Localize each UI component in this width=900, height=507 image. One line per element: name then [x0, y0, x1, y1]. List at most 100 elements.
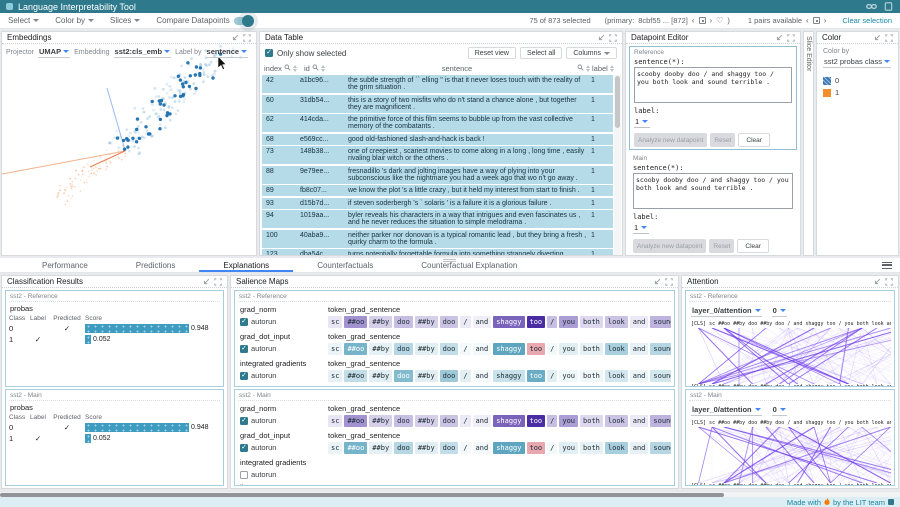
salience-token[interactable]: and: [629, 442, 649, 454]
reset-view-button[interactable]: Reset view: [467, 47, 516, 59]
salience-token[interactable]: shaggy: [493, 442, 525, 454]
salience-token[interactable]: shaggy: [493, 343, 525, 355]
layer-select[interactable]: layer_0/attention: [691, 405, 762, 416]
maximize-icon[interactable]: [665, 277, 673, 286]
next-datapoint-icon[interactable]: ›: [709, 16, 713, 25]
autorun-checkbox[interactable]: ✓: [240, 371, 248, 380]
slice-editor-tab[interactable]: Slice Editor: [803, 31, 814, 256]
salience-token[interactable]: doo: [394, 370, 413, 382]
minimize-icon[interactable]: [873, 34, 881, 42]
salience-token[interactable]: and: [629, 343, 649, 355]
salience-token[interactable]: sc: [328, 343, 343, 355]
embedding-select[interactable]: sst2:cls_emb: [113, 47, 172, 58]
label-select[interactable]: 1: [634, 117, 651, 128]
only-show-selected-checkbox[interactable]: ✓: [265, 49, 273, 57]
tab-predictions[interactable]: Predictions: [135, 260, 176, 270]
salience-token[interactable]: ##oo: [344, 370, 368, 382]
salience-token[interactable]: doo: [394, 415, 413, 427]
search-icon[interactable]: [284, 64, 291, 73]
table-scrollbar[interactable]: [614, 75, 621, 255]
salience-token[interactable]: doo: [439, 316, 459, 328]
salience-token[interactable]: ##oo: [344, 442, 368, 454]
maximize-icon[interactable]: [214, 277, 222, 286]
salience-token[interactable]: you: [559, 343, 579, 355]
horizontal-scrollbar[interactable]: [0, 491, 900, 497]
salience-token[interactable]: /: [547, 370, 558, 382]
menu-select[interactable]: Select: [8, 16, 40, 25]
table-row[interactable]: 100 40aba9... neither parker nor donovan i…: [262, 229, 613, 248]
salience-token[interactable]: ##by: [369, 370, 393, 382]
salience-token[interactable]: sound: [650, 442, 671, 454]
maximize-icon[interactable]: [885, 33, 893, 42]
divider-handle[interactable]: [443, 259, 456, 262]
search-icon[interactable]: [577, 64, 584, 73]
sort-icon[interactable]: [609, 65, 614, 72]
salience-token[interactable]: and: [629, 316, 649, 328]
maximize-icon[interactable]: [787, 33, 795, 42]
salience-token[interactable]: both: [580, 343, 603, 355]
salience-token[interactable]: look: [604, 343, 628, 355]
sort-icon[interactable]: [292, 65, 297, 72]
salience-token[interactable]: /: [547, 343, 558, 355]
salience-token[interactable]: /: [460, 370, 471, 382]
maximize-icon[interactable]: [885, 277, 893, 286]
salience-token[interactable]: too: [526, 442, 546, 454]
table-row[interactable]: 89 fb8c07... we know the plot 's a little …: [262, 185, 613, 196]
salience-token[interactable]: /: [460, 415, 471, 427]
favorite-icon[interactable]: ♡: [716, 16, 724, 25]
salience-token[interactable]: doo: [439, 370, 459, 382]
clear-button[interactable]: Clear: [737, 239, 769, 253]
focus-datapoint-icon[interactable]: [698, 17, 706, 24]
salience-token[interactable]: doo: [394, 316, 413, 328]
salience-token[interactable]: ##by: [414, 442, 438, 454]
maximize-icon[interactable]: [609, 33, 617, 42]
autorun-checkbox[interactable]: ✓: [240, 416, 248, 425]
salience-token[interactable]: and: [472, 316, 492, 328]
salience-token[interactable]: you: [559, 415, 579, 427]
salience-token[interactable]: /: [547, 316, 558, 328]
salience-token[interactable]: and: [472, 442, 492, 454]
salience-token[interactable]: sound: [650, 316, 671, 328]
salience-token[interactable]: and: [629, 370, 649, 382]
tab-counterfactual-explanation[interactable]: Counterfactual Explanation: [421, 260, 518, 270]
salience-token[interactable]: too: [526, 343, 546, 355]
columns-button[interactable]: Columns: [566, 47, 617, 59]
salience-token[interactable]: /: [547, 442, 558, 454]
minimize-icon[interactable]: [231, 34, 239, 42]
salience-token[interactable]: shaggy: [493, 370, 525, 382]
salience-token[interactable]: look: [604, 316, 628, 328]
salience-token[interactable]: sound: [650, 370, 671, 382]
salience-token[interactable]: ##oo: [344, 343, 368, 355]
salience-token[interactable]: ##by: [369, 442, 393, 454]
salience-token[interactable]: ##oo: [344, 415, 368, 427]
autorun-checkbox[interactable]: ✓: [240, 443, 248, 452]
salience-token[interactable]: doo: [439, 415, 459, 427]
autorun-checkbox[interactable]: ✓: [240, 317, 248, 326]
sentence-textarea[interactable]: [634, 67, 792, 103]
salience-token[interactable]: /: [460, 343, 471, 355]
salience-token[interactable]: shaggy: [493, 316, 525, 328]
table-row[interactable]: 60 31db54... this is a story of two misfit…: [262, 94, 613, 113]
salience-token[interactable]: and: [472, 343, 492, 355]
salience-token[interactable]: sc: [328, 415, 343, 427]
minimize-icon[interactable]: [653, 278, 661, 286]
salience-token[interactable]: sound: [650, 343, 671, 355]
table-row[interactable]: 88 9e79ee... fresnadillo 's dark and jolti…: [262, 165, 613, 184]
salience-token[interactable]: you: [559, 370, 579, 382]
color-by-select[interactable]: sst2 probas class: [823, 57, 891, 68]
minimize-icon[interactable]: [775, 34, 783, 42]
salience-token[interactable]: and: [629, 415, 649, 427]
analyze-new-datapoint-button[interactable]: Analyze new datapoint: [634, 133, 708, 147]
salience-token[interactable]: both: [580, 442, 603, 454]
salience-token[interactable]: sc: [328, 316, 343, 328]
link-icon[interactable]: [866, 2, 877, 11]
table-row[interactable]: 73 148b38... one of creepiest , scariest m…: [262, 146, 613, 164]
salience-token[interactable]: sc: [328, 442, 343, 454]
tab-overflow-menu-icon[interactable]: [882, 261, 892, 269]
salience-token[interactable]: doo: [439, 442, 459, 454]
salience-token[interactable]: doo: [439, 343, 459, 355]
minimize-icon[interactable]: [873, 278, 881, 286]
salience-token[interactable]: doo: [394, 343, 413, 355]
tab-counterfactuals[interactable]: Counterfactuals: [317, 260, 374, 270]
table-row[interactable]: 94 1019aa... byler reveals his characters …: [262, 210, 613, 228]
